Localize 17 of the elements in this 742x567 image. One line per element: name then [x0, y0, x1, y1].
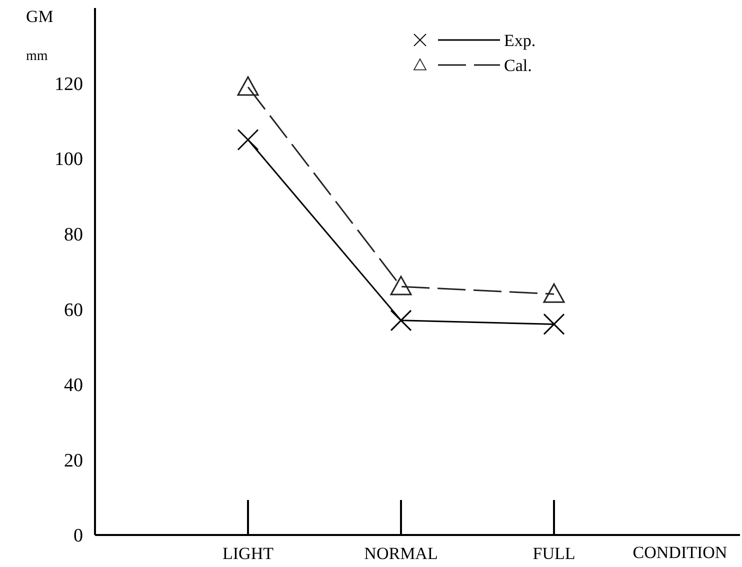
- y-tick-label: 120: [54, 74, 83, 95]
- x-tick-label: LIGHT: [222, 544, 274, 564]
- y-tick-label: 0: [74, 526, 83, 547]
- x-tick-label: FULL: [532, 544, 576, 564]
- legend-label: Cal.: [504, 56, 532, 75]
- legend-label: Exp.: [504, 30, 536, 50]
- y-tick-label: 100: [54, 149, 83, 170]
- text: GM mm: [26, 7, 54, 64]
- y-tick-label: 40: [64, 375, 83, 396]
- x-axis-title: CONDITION: [632, 543, 728, 562]
- point: [390, 276, 412, 296]
- y-tick-label: 20: [64, 450, 83, 472]
- point: [543, 283, 565, 303]
- point: [237, 76, 259, 96]
- x-tick-label: NORMAL: [364, 544, 438, 564]
- y-tick-label: 80: [64, 224, 83, 246]
- y-tick-label: 60: [64, 300, 83, 321]
